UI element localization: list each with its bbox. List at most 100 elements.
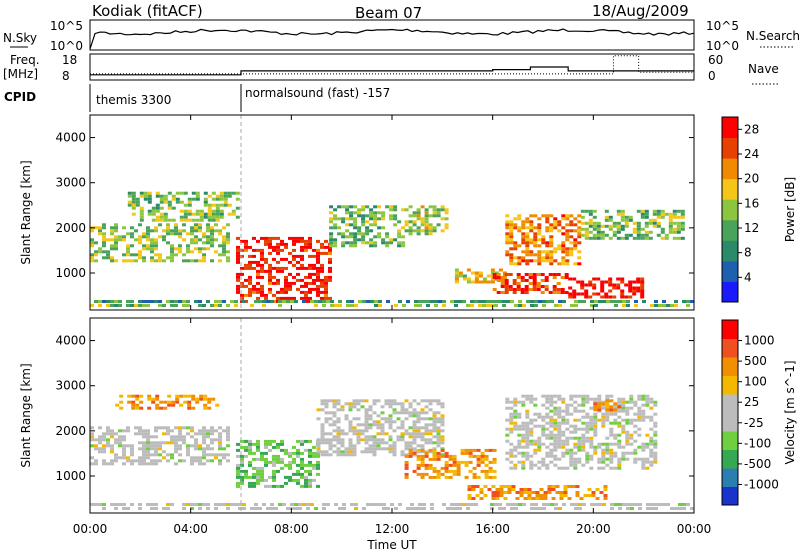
echo-cell: [537, 445, 542, 449]
echo-cell: [134, 259, 138, 263]
echo-cell: [595, 497, 600, 500]
echo-cell: [553, 412, 558, 416]
echo-cell: [520, 276, 525, 279]
echo-cell: [308, 239, 312, 243]
echo-cell: [292, 239, 296, 243]
echo-cell: [509, 430, 514, 434]
echo-cell: [581, 397, 586, 401]
echo-cell: [292, 445, 296, 449]
echo-cell: [613, 412, 618, 416]
echo-cell: [458, 300, 462, 303]
echo-cell: [320, 263, 324, 267]
echo-cell: [549, 241, 554, 245]
echo-cell: [324, 296, 328, 300]
echo-cell: [466, 277, 471, 281]
echo-cell: [268, 290, 272, 294]
echo-cell: [533, 235, 538, 239]
echo-cell: [324, 239, 328, 243]
echo-cell: [613, 454, 618, 458]
echo-cell: [585, 454, 590, 458]
echo-cell: [150, 507, 154, 510]
echo-cell: [146, 503, 150, 506]
echo-cell: [549, 229, 554, 233]
echo-cell: [629, 406, 634, 410]
echo-cell: [516, 282, 521, 285]
echo-cell: [513, 223, 518, 227]
echo-cell: [94, 250, 98, 254]
echo-cell: [364, 426, 369, 430]
echo-cell: [610, 503, 614, 506]
echo-cell: [138, 426, 142, 430]
echo-cell: [122, 253, 126, 257]
echo-cell: [167, 400, 172, 404]
echo-cell: [544, 288, 549, 291]
echo-cell: [345, 223, 350, 227]
echo-cell: [272, 445, 276, 449]
echo-cell: [364, 441, 369, 445]
echo-cell: [134, 432, 138, 436]
echo-cell: [502, 300, 506, 303]
echo-cell: [408, 214, 413, 218]
echo-cell: [604, 280, 609, 284]
echo-cell: [174, 223, 178, 227]
echo-cell: [328, 447, 333, 451]
echo-cell: [565, 448, 570, 452]
echo-cell: [537, 415, 542, 419]
echo-cell: [454, 503, 458, 506]
echo-cell: [492, 475, 497, 479]
echo-cell: [203, 406, 208, 410]
echo-cell: [376, 438, 381, 442]
echo-cell: [596, 277, 601, 281]
echo-cell: [276, 290, 280, 294]
echo-cell: [198, 459, 202, 463]
echo-cell: [482, 277, 487, 281]
echo-cell: [507, 488, 512, 491]
echo-cell: [106, 250, 110, 254]
echo-cell: [428, 399, 433, 403]
echo-cell: [620, 209, 625, 213]
echo-cell: [637, 415, 642, 419]
echo-cell: [388, 399, 393, 403]
echo-cell: [436, 214, 441, 218]
echo-cell: [384, 420, 389, 424]
nsearch-tick-high: 10^5: [706, 19, 739, 33]
echo-cell: [264, 296, 268, 300]
echo-cell: [131, 212, 136, 216]
echo-cell: [158, 259, 162, 263]
echo-cell: [236, 469, 240, 473]
echo-cell: [492, 448, 497, 452]
echo-cell: [183, 191, 188, 195]
colorbar-swatch: [722, 281, 738, 303]
echo-cell: [613, 433, 618, 437]
echo-cell: [328, 399, 333, 403]
echo-cell: [166, 507, 170, 510]
echo-cell: [517, 445, 522, 449]
echo-cell: [404, 463, 409, 467]
echo-cell: [381, 211, 386, 215]
echo-cell: [150, 250, 154, 254]
echo-cell: [552, 288, 557, 291]
echo-cell: [424, 441, 429, 445]
echo-cell: [559, 497, 564, 500]
echo-cell: [601, 454, 606, 458]
echo-cell: [613, 466, 618, 470]
echo-cell: [292, 451, 296, 455]
echo-cell: [238, 507, 242, 510]
echo-cell: [115, 403, 120, 407]
echo-cell: [244, 245, 248, 249]
echo-cell: [617, 433, 622, 437]
echo-cell: [682, 507, 686, 510]
echo-cell: [548, 273, 553, 276]
echo-cell: [393, 214, 398, 218]
echo-cell: [556, 291, 561, 294]
echo-cell: [490, 300, 494, 303]
echo-cell: [332, 420, 337, 424]
echo-cell: [368, 438, 373, 442]
echo-cell: [244, 239, 248, 243]
echo-cell: [568, 286, 573, 290]
echo-cell: [114, 238, 118, 242]
echo-cell: [545, 412, 550, 416]
echo-cell: [328, 260, 332, 264]
echo-cell: [150, 256, 154, 260]
